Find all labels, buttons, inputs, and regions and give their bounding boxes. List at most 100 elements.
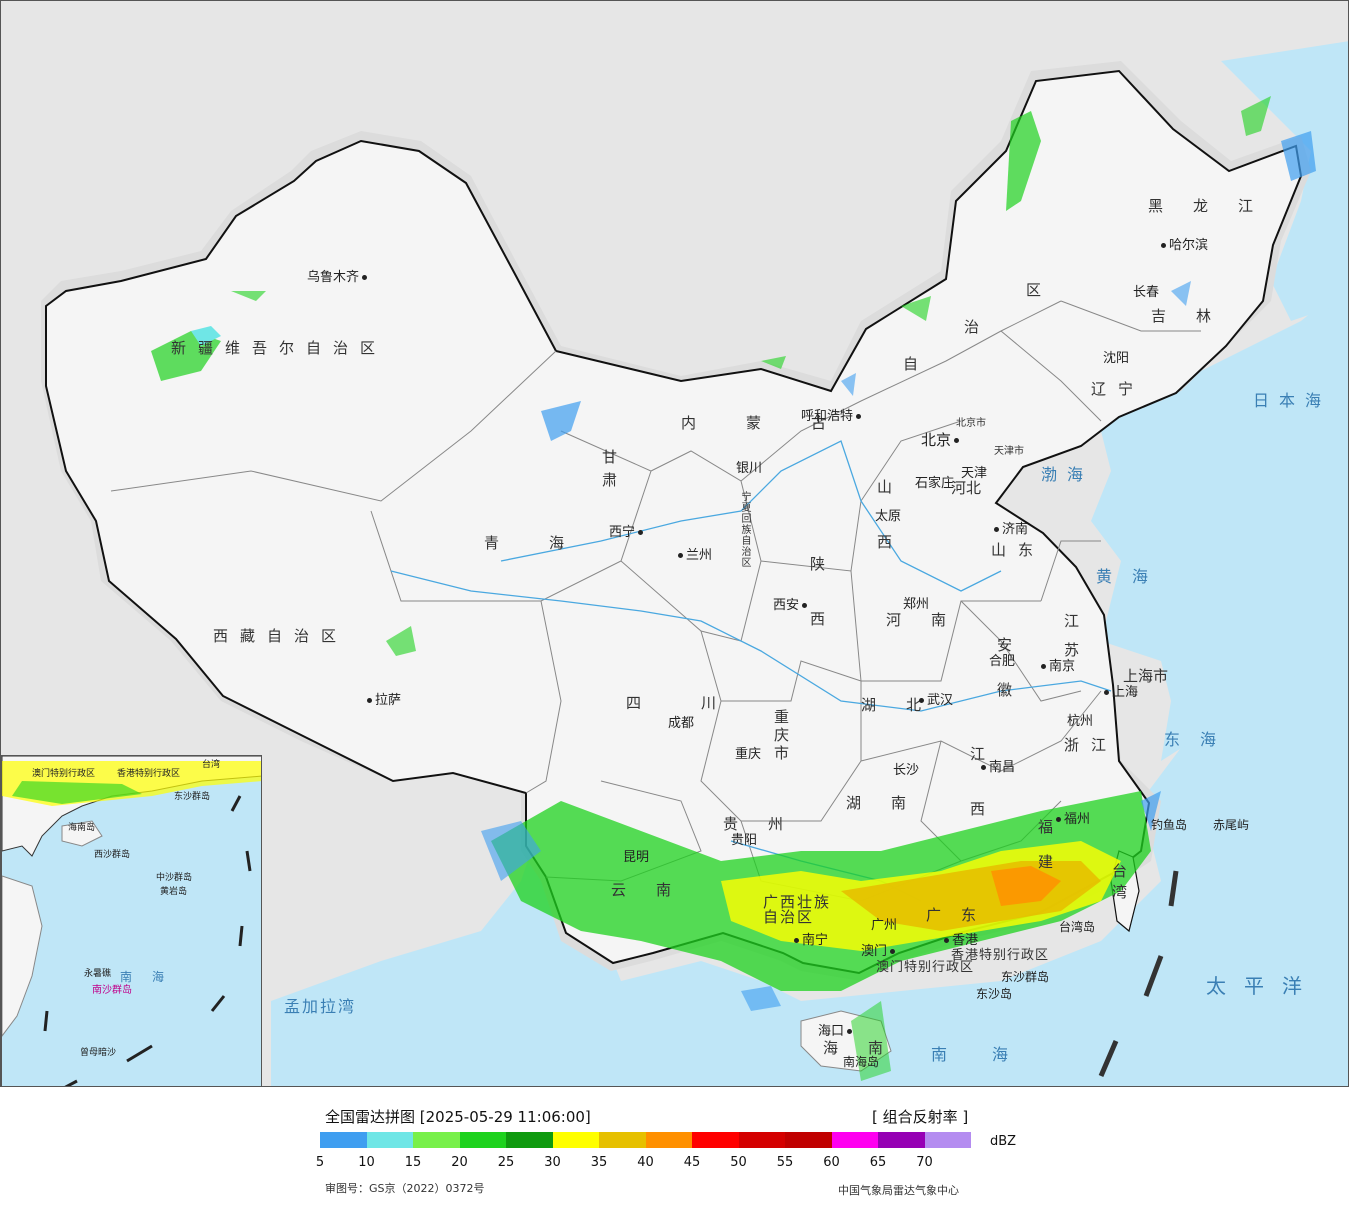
- scale-tick-label: 10: [358, 1155, 375, 1170]
- province-label: 治: [964, 318, 980, 336]
- province-label: 江西: [968, 746, 986, 856]
- province-label: 四川: [626, 694, 777, 712]
- province-label: 广东: [926, 906, 997, 924]
- city-label: 成都: [668, 716, 695, 731]
- color-swatch: [785, 1132, 832, 1148]
- color-swatch: [692, 1132, 739, 1148]
- product-name: [ 组合反射率 ]: [872, 1108, 969, 1126]
- city-label: 沈阳: [1103, 351, 1130, 366]
- inset-label: 澳门特别行政区: [32, 769, 96, 779]
- inset-label: 香港特别行政区: [117, 769, 181, 779]
- sea-label: 东海: [1164, 730, 1237, 749]
- province-label: 重庆市: [772, 709, 790, 763]
- boundary-dashes: [1098, 870, 1179, 1077]
- unit-label: dBZ: [990, 1134, 1017, 1149]
- inset-canvas: [2, 756, 261, 1086]
- color-swatch: [831, 1132, 878, 1148]
- city-label: 上海: [1101, 686, 1138, 699]
- province-label: 北京市: [956, 418, 986, 429]
- province-label: 台湾: [1110, 863, 1128, 905]
- province-label: 浙江: [1064, 736, 1119, 754]
- province-label: 海南: [823, 1039, 914, 1057]
- city-label: 西安: [773, 599, 810, 612]
- color-swatch: [878, 1132, 925, 1148]
- color-swatch: [924, 1132, 971, 1148]
- province-label: 新疆维吾尔自治区: [171, 339, 388, 357]
- color-swatch: [645, 1132, 692, 1148]
- city-label: 重庆: [735, 747, 762, 762]
- scale-tick-label: 35: [590, 1155, 608, 1170]
- province-label: 辽宁: [1091, 380, 1146, 398]
- island-label: 台湾岛: [1059, 920, 1096, 934]
- city-label: 西宁: [609, 526, 646, 539]
- scale-tick-label: 70: [916, 1155, 933, 1170]
- province-label: 陕西: [808, 556, 826, 666]
- sea-label: 渤海: [1041, 465, 1094, 484]
- inset-label: 台湾: [202, 760, 221, 770]
- inset-label: 海南岛: [68, 823, 96, 833]
- city-label: 太原: [875, 509, 902, 524]
- city-label: 石家庄: [915, 476, 955, 491]
- inset-label: 黄岩岛: [160, 887, 188, 897]
- sea-label: 南海: [931, 1045, 1054, 1064]
- city-label: 南宁: [791, 934, 828, 947]
- province-label: 贵州: [723, 815, 814, 833]
- province-label: 青海: [484, 534, 615, 552]
- color-swatch: [413, 1132, 460, 1148]
- city-label: 呼和浩特: [801, 410, 864, 423]
- color-swatch: [599, 1132, 646, 1148]
- scale-tick-label: 40: [637, 1155, 654, 1170]
- city-label: 澳门: [861, 945, 898, 958]
- scale-tick-label: 60: [823, 1155, 840, 1170]
- inset-dashes: [43, 795, 252, 1086]
- city-label: 兰州: [675, 549, 712, 562]
- inset-label: 东沙群岛: [174, 792, 211, 802]
- radar-echoes: [151, 96, 1316, 1081]
- province-label: 广西壮族自治区: [763, 893, 832, 926]
- inset-label: 南海: [120, 970, 185, 984]
- scale-tick-label: 20: [451, 1155, 468, 1170]
- province-label: 吉林: [1151, 307, 1242, 325]
- sea-area: [271, 562, 1348, 1086]
- inset-label: 南沙群岛: [92, 985, 132, 996]
- province-label: 区: [1026, 281, 1042, 299]
- scale-tick-label: 30: [544, 1155, 561, 1170]
- province-label: 上海市: [1123, 667, 1169, 685]
- map-canvas: [41, 41, 1348, 1086]
- province-label: 山西: [875, 479, 893, 589]
- city-label: 香港: [941, 934, 978, 947]
- city-label: 南京: [1038, 660, 1075, 673]
- scale-tick-label: 25: [497, 1155, 515, 1170]
- city-label: 海口: [818, 1025, 855, 1038]
- province-label: 安徽: [995, 637, 1013, 727]
- sea-label: 太平洋: [1206, 974, 1320, 998]
- color-swatch: [459, 1132, 506, 1148]
- island-label: 南海岛: [843, 1055, 880, 1069]
- sea-label: 黄海: [1096, 567, 1169, 586]
- island-label: 钓鱼岛: [1151, 818, 1188, 832]
- province-label: 河南: [886, 611, 977, 629]
- inset-echo: [12, 781, 142, 804]
- inset-label: 曾母暗沙: [80, 1048, 117, 1058]
- data-source: 中国气象局雷达气象中心: [838, 1184, 959, 1197]
- scale-tick-label: 50: [730, 1155, 747, 1170]
- color-scale-ticks: 5 10 15 20 25 30 35 40 45 50 55 60 65 70: [316, 1155, 940, 1171]
- province-label: 云南: [611, 881, 702, 899]
- city-label: 哈尔滨: [1158, 239, 1208, 252]
- scale-tick-label: 65: [869, 1155, 887, 1170]
- city-label: 合肥: [989, 654, 1016, 669]
- province-label: 福建: [1036, 819, 1054, 889]
- inset-land: [61, 820, 103, 847]
- color-swatch: [366, 1132, 413, 1148]
- city-label: 昆明: [623, 850, 650, 865]
- color-swatch: [552, 1132, 599, 1148]
- province-label: 湖北: [861, 696, 952, 714]
- inset-label: 永暑礁: [84, 969, 112, 979]
- scale-tick-label: 55: [776, 1155, 794, 1170]
- city-label: 济南: [991, 523, 1028, 536]
- south-china-sea-inset: 南海 中沙群岛 黄岩岛 永暑礁 南沙群岛 曾母暗沙 西沙群岛 香港特别行政区 澳…: [1, 755, 262, 1086]
- radar-map: 新疆维吾尔自治区 西藏自治区 青海 甘肃 内蒙古 宁夏回族自治区 陕西 山西 河…: [0, 0, 1349, 1087]
- sea-label: 日本海: [1253, 391, 1332, 410]
- island-label: 东沙群岛: [1001, 970, 1050, 984]
- province-label: 香港特别行政区: [951, 948, 1050, 963]
